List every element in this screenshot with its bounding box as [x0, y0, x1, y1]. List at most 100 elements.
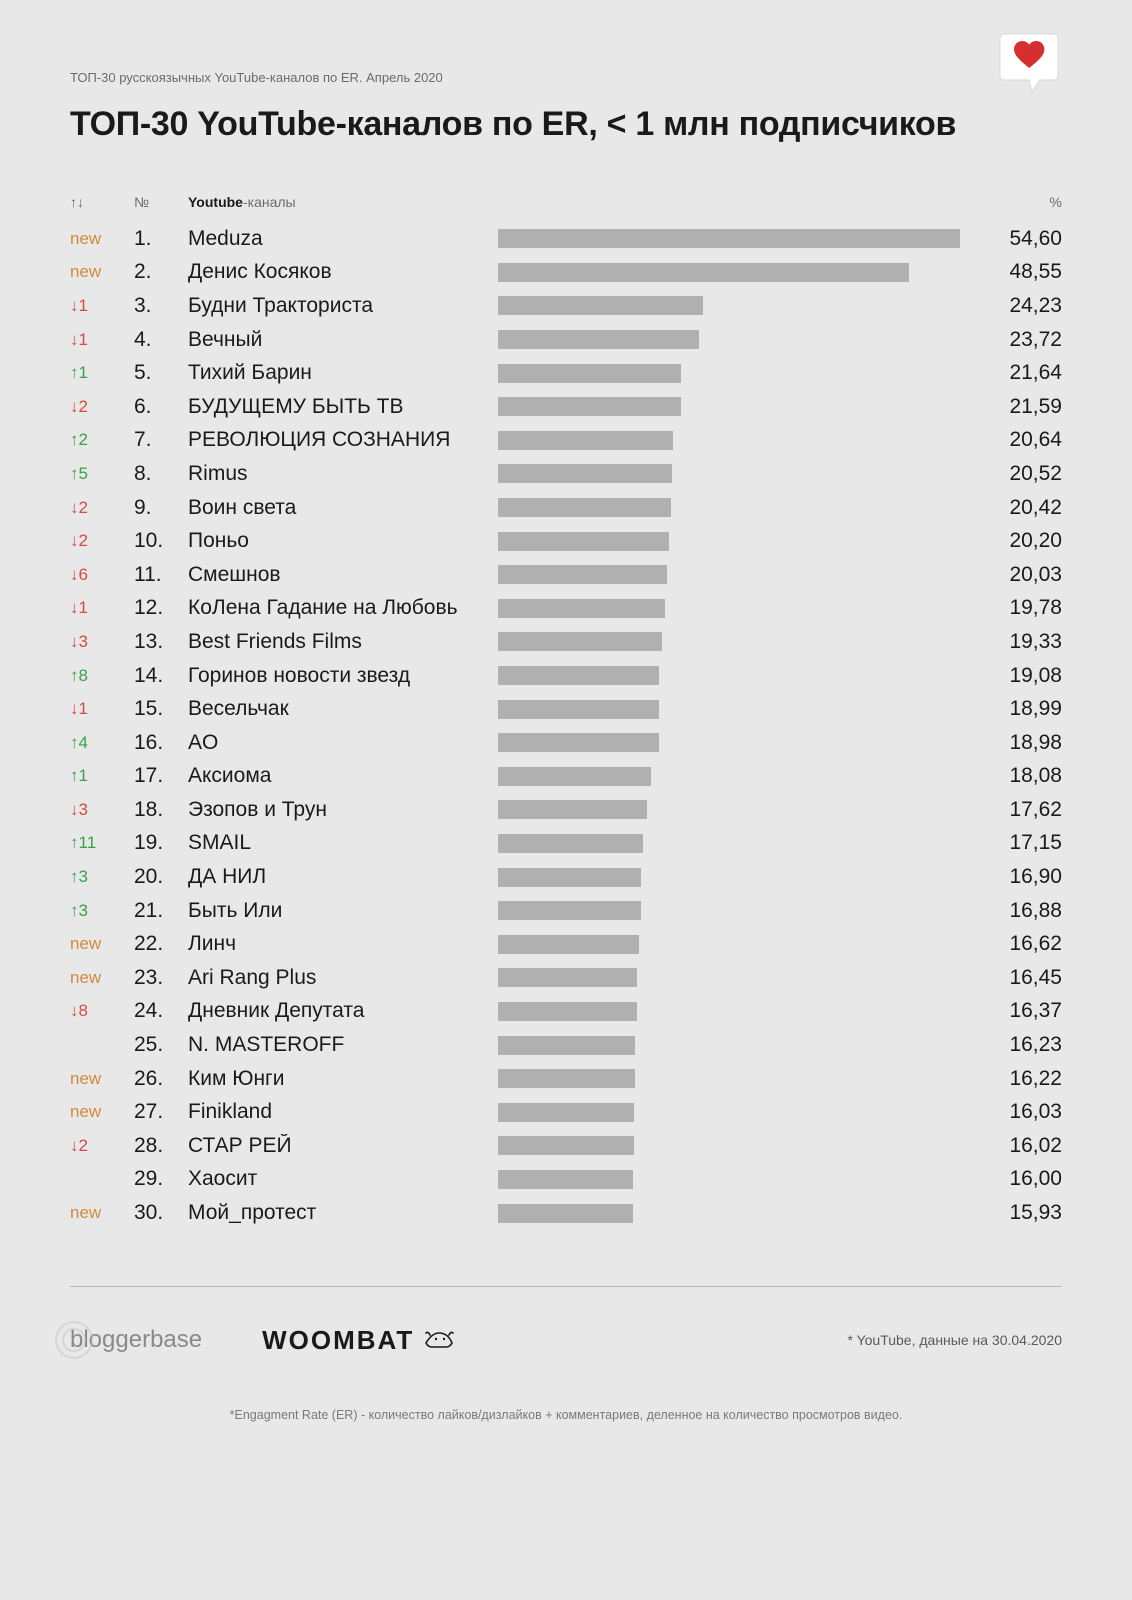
bar	[498, 364, 681, 383]
percent-value: 23,72	[966, 328, 1062, 352]
page-subtitle: ТОП-30 русскоязычных YouTube-каналов по …	[70, 70, 1062, 85]
header-change: ↑↓	[70, 194, 134, 210]
table-row: ↑58.Rimus20,52	[70, 457, 1062, 491]
bar-cell	[498, 1103, 966, 1122]
table-row: ↓13.Будни Тракториста24,23	[70, 289, 1062, 323]
page-title: ТОП-30 YouTube-каналов по ER, < 1 млн по…	[70, 105, 1062, 144]
bar	[498, 632, 662, 651]
rank-number: 29.	[134, 1167, 188, 1191]
rank-number: 20.	[134, 865, 188, 889]
change-indicator: ↓2	[70, 498, 134, 518]
percent-value: 48,55	[966, 260, 1062, 284]
change-indicator: ↓1	[70, 296, 134, 316]
table-row: ↑1119.SMAIL17,15	[70, 827, 1062, 861]
change-indicator: new	[70, 934, 134, 954]
percent-value: 21,59	[966, 395, 1062, 419]
table-row: ↑117.Аксиома18,08	[70, 760, 1062, 794]
rank-number: 17.	[134, 764, 188, 788]
change-indicator: ↑5	[70, 464, 134, 484]
bar-cell	[498, 532, 966, 551]
table-row: ↓318.Эзопов и Трун17,62	[70, 793, 1062, 827]
percent-value: 20,64	[966, 428, 1062, 452]
table-row: new30.Мой_протест15,93	[70, 1196, 1062, 1230]
bar	[498, 733, 659, 752]
percent-value: 54,60	[966, 227, 1062, 251]
percent-value: 19,08	[966, 664, 1062, 688]
table-row: 29.Хаосит16,00	[70, 1163, 1062, 1197]
channel-name: Мой_протест	[188, 1201, 498, 1225]
percent-value: 16,00	[966, 1167, 1062, 1191]
percent-value: 16,02	[966, 1134, 1062, 1158]
bar	[498, 800, 647, 819]
channel-name: БУДУЩЕМУ БЫТЬ ТВ	[188, 395, 498, 419]
table-row: ↓228.СТАР РЕЙ16,02	[70, 1129, 1062, 1163]
rank-number: 1.	[134, 227, 188, 251]
channel-name: Тихий Барин	[188, 361, 498, 385]
bar-cell	[498, 901, 966, 920]
percent-value: 17,62	[966, 798, 1062, 822]
change-indicator: ↓6	[70, 565, 134, 585]
table-header: ↑↓ № Youtube-каналы %	[70, 194, 1062, 210]
bar-cell	[498, 599, 966, 618]
rank-number: 3.	[134, 294, 188, 318]
bar-cell	[498, 834, 966, 853]
header-channels: Youtube-каналы	[188, 194, 498, 210]
percent-value: 20,20	[966, 529, 1062, 553]
table-row: ↓313.Best Friends Films19,33	[70, 625, 1062, 659]
bar-cell	[498, 800, 966, 819]
rank-number: 21.	[134, 899, 188, 923]
header-rank: №	[134, 194, 188, 210]
bar-cell	[498, 1204, 966, 1223]
percent-value: 16,03	[966, 1100, 1062, 1124]
rank-number: 28.	[134, 1134, 188, 1158]
bar	[498, 1002, 637, 1021]
change-indicator: new	[70, 229, 134, 249]
percent-value: 16,23	[966, 1033, 1062, 1057]
percent-value: 15,93	[966, 1201, 1062, 1225]
table-row: ↑320.ДА НИЛ16,90	[70, 860, 1062, 894]
channel-name: ДА НИЛ	[188, 865, 498, 889]
channel-name: Вечный	[188, 328, 498, 352]
bar	[498, 834, 643, 853]
rank-number: 30.	[134, 1201, 188, 1225]
table-row: ↓14.Вечный23,72	[70, 323, 1062, 357]
bar-cell	[498, 431, 966, 450]
bar	[498, 1036, 635, 1055]
channel-name: Дневник Депутата	[188, 999, 498, 1023]
table-row: new26.Ким Юнги16,22	[70, 1062, 1062, 1096]
rank-number: 10.	[134, 529, 188, 553]
woombat-icon	[422, 1329, 456, 1351]
table-row: ↑27.РЕВОЛЮЦИЯ СОЗНАНИЯ20,64	[70, 424, 1062, 458]
footer: bloggerbase WOOMBAT * YouTube, данные на…	[70, 1325, 1062, 1356]
change-indicator: new	[70, 1102, 134, 1122]
bar-cell	[498, 767, 966, 786]
bar-cell	[498, 700, 966, 719]
percent-value: 17,15	[966, 831, 1062, 855]
change-indicator: ↓1	[70, 699, 134, 719]
table-row: ↑416.AO18,98	[70, 726, 1062, 760]
change-indicator: new	[70, 1069, 134, 1089]
bar	[498, 330, 699, 349]
change-indicator: ↑3	[70, 867, 134, 887]
table-row: 25.N. MASTEROFF16,23	[70, 1028, 1062, 1062]
table-row: ↑15.Тихий Барин21,64	[70, 356, 1062, 390]
bar	[498, 431, 673, 450]
rank-number: 19.	[134, 831, 188, 855]
channel-name: N. MASTEROFF	[188, 1033, 498, 1057]
percent-value: 16,45	[966, 966, 1062, 990]
bar-cell	[498, 1036, 966, 1055]
percent-value: 16,37	[966, 999, 1062, 1023]
percent-value: 18,08	[966, 764, 1062, 788]
channel-name: Весельчак	[188, 697, 498, 721]
percent-value: 18,98	[966, 731, 1062, 755]
definition-note: *Engagment Rate (ER) - количество лайков…	[70, 1408, 1062, 1422]
rank-number: 22.	[134, 932, 188, 956]
channel-name: РЕВОЛЮЦИЯ СОЗНАНИЯ	[188, 428, 498, 452]
rank-number: 6.	[134, 395, 188, 419]
change-indicator: new	[70, 262, 134, 282]
table-row: ↓824.Дневник Депутата16,37	[70, 995, 1062, 1029]
channel-name: Meduza	[188, 227, 498, 251]
bar-cell	[498, 1002, 966, 1021]
bar	[498, 263, 909, 282]
change-indicator: ↑2	[70, 430, 134, 450]
